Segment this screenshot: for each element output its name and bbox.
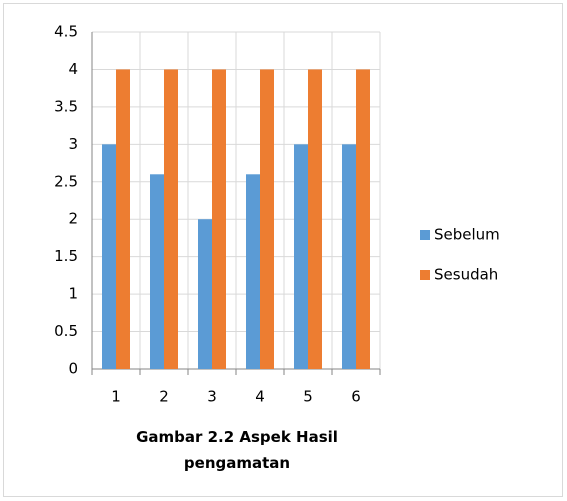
y-tick-label: 0.5 [54,322,78,340]
y-tick-label: 1 [68,285,78,303]
legend-swatch [420,270,430,280]
x-axis-title: Gambar 2.2 Aspek Hasil pengamatan [136,428,338,472]
legend-swatch [420,230,430,240]
y-tick-label: 1.5 [54,247,78,265]
bar [294,144,308,369]
y-tick-label: 2.5 [54,172,78,190]
bar [260,69,274,369]
y-tick-label: 0 [68,360,78,378]
bar [246,174,260,369]
x-tick-label: 6 [351,388,361,406]
bar [308,69,322,369]
y-tick-label: 2 [68,210,78,228]
bar [342,144,356,369]
y-tick-label: 3.5 [54,97,78,115]
y-tick-label: 4.5 [54,23,78,41]
bar [116,69,130,369]
bar [150,174,164,369]
bar [102,144,116,369]
x-tick-label: 1 [111,388,121,406]
legend-label: Sebelum [434,226,500,244]
bar [356,69,370,369]
chart-border [3,3,563,497]
bar [164,69,178,369]
x-tick-label: 5 [303,388,313,406]
legend-label: Sesudah [434,266,498,284]
y-tick-label: 4 [68,60,78,78]
bar [212,69,226,369]
x-tick-label: 3 [207,388,217,406]
y-tick-label: 3 [68,135,78,153]
bar [198,219,212,369]
x-tick-label: 4 [255,388,265,406]
x-tick-label: 2 [159,388,169,406]
